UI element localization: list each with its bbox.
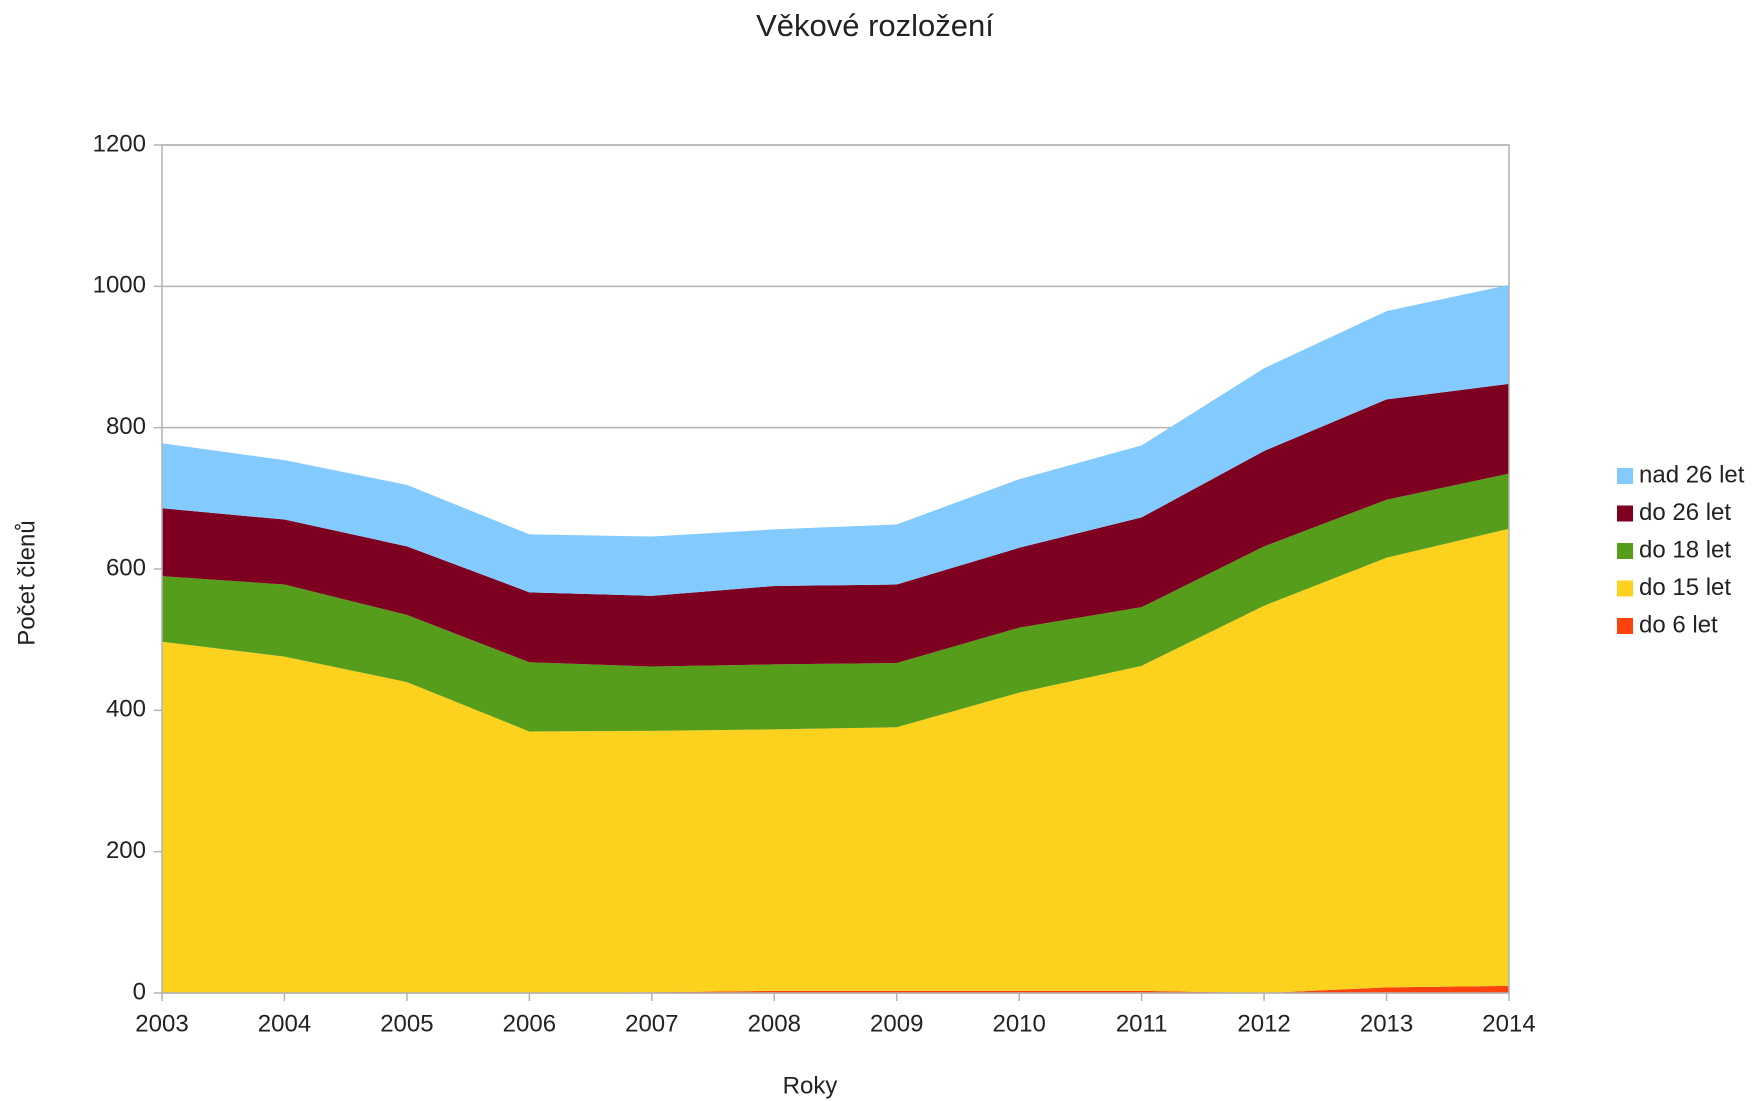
y-tick-label: 800 xyxy=(106,413,146,440)
plot-frame xyxy=(161,144,1510,994)
legend-swatch xyxy=(1617,618,1633,634)
x-tick-label: 2003 xyxy=(135,1010,188,1037)
legend-swatch xyxy=(1617,505,1633,522)
legend-swatch xyxy=(1617,543,1633,559)
y-tick-label: 1000 xyxy=(93,272,146,299)
x-tick-label: 2012 xyxy=(1237,1010,1290,1037)
x-tick-label: 2005 xyxy=(380,1010,433,1037)
x-tick-label: 2013 xyxy=(1360,1010,1413,1037)
y-tick-label: 1200 xyxy=(93,130,146,157)
x-tick-label: 2007 xyxy=(625,1010,678,1037)
y-tick-label: 400 xyxy=(106,696,146,723)
chart-title: Věkové rozložení xyxy=(756,8,994,43)
x-tick-label: 2009 xyxy=(870,1010,923,1037)
x-tick-label: 2010 xyxy=(992,1010,1045,1037)
legend-label: do 18 let xyxy=(1639,536,1731,563)
x-tick-label: 2006 xyxy=(503,1010,556,1037)
y-axis-label: Počet členů xyxy=(13,520,40,645)
y-tick-label: 200 xyxy=(106,837,146,864)
y-tick-label: 0 xyxy=(133,978,146,1005)
x-tick-label: 2014 xyxy=(1482,1010,1535,1037)
legend-label: do 6 let xyxy=(1639,611,1718,638)
y-tick-label: 600 xyxy=(106,554,146,581)
legend-label: do 26 let xyxy=(1639,499,1731,526)
x-tick-label: 2011 xyxy=(1116,1010,1168,1037)
x-tick-label: 2008 xyxy=(748,1010,801,1037)
legend-swatch xyxy=(1617,580,1633,597)
legend-label: do 15 let xyxy=(1639,574,1731,601)
area xyxy=(162,284,1509,596)
area xyxy=(162,383,1509,667)
x-axis-label: Roky xyxy=(783,1072,838,1099)
legend-label: nad 26 let xyxy=(1639,461,1745,488)
legend-swatch xyxy=(1617,468,1633,484)
area xyxy=(162,528,1509,993)
x-tick-label: 2004 xyxy=(258,1010,311,1037)
area xyxy=(162,473,1509,732)
